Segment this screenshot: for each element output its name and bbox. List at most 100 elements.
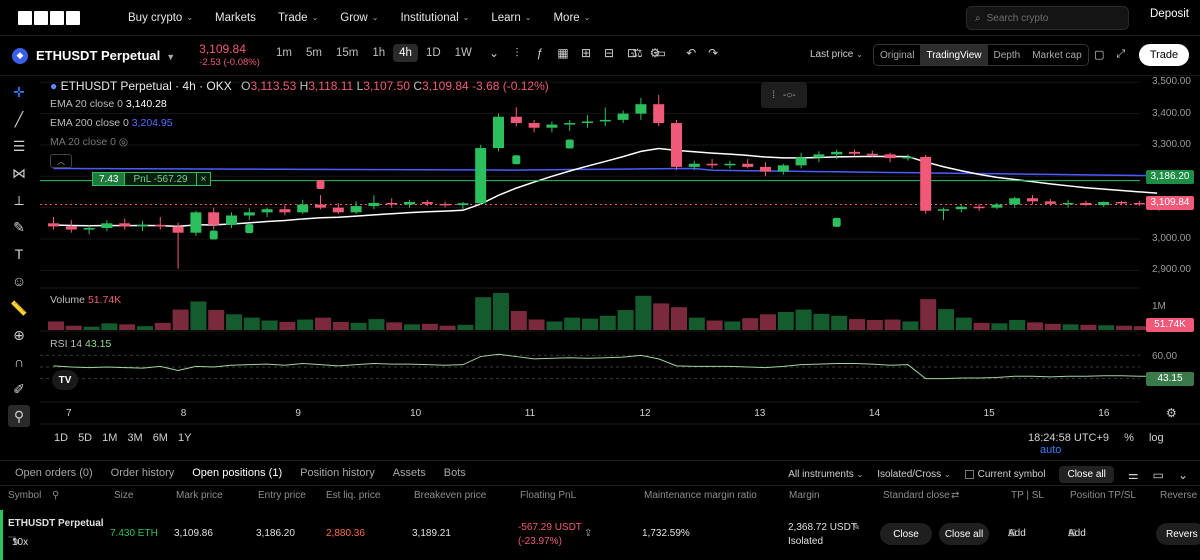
- col-mark-price[interactable]: Mark price: [176, 490, 223, 501]
- log-toggle[interactable]: log: [1148, 432, 1164, 444]
- lock-pen-icon[interactable]: ✐: [13, 380, 25, 397]
- checkbox[interactable]: [964, 469, 974, 479]
- indicators-icon[interactable]: ƒ: [536, 46, 544, 60]
- nav-item-trade[interactable]: Trade ⌄: [267, 12, 329, 24]
- chart-canvas[interactable]: [40, 76, 1200, 456]
- nav-item-institutional[interactable]: Institutional ⌄: [389, 12, 480, 24]
- text-icon[interactable]: T: [14, 246, 24, 262]
- template-icon[interactable]: ▦: [557, 46, 569, 60]
- horizontal-lines-icon[interactable]: ☰: [12, 137, 26, 154]
- current-symbol-checkbox[interactable]: Current symbol: [964, 469, 1045, 480]
- tab-order-history[interactable]: Order history: [110, 467, 175, 479]
- hidden-eye-icon[interactable]: ◎: [118, 136, 129, 148]
- reverse-button[interactable]: Revers: [1156, 523, 1200, 545]
- close-all-button[interactable]: Close all: [939, 523, 989, 545]
- axis-settings-icon[interactable]: ⚙: [1166, 406, 1177, 420]
- col-margin[interactable]: Margin: [789, 490, 820, 501]
- timeframe-1W[interactable]: 1W: [454, 47, 472, 59]
- view-original[interactable]: Original: [880, 49, 915, 61]
- col-mmr[interactable]: Maintenance margin ratio: [644, 490, 757, 501]
- filter-settings-icon[interactable]: ⚌: [1127, 467, 1139, 482]
- collapse-panel-icon[interactable]: ⌄: [1177, 467, 1188, 482]
- nav-item-learn[interactable]: Learn ⌄: [480, 12, 542, 24]
- price-chart[interactable]: ● ETHUSDT Perpetual · 4h · OKX O3,113.53…: [40, 76, 1200, 456]
- col-size[interactable]: Size: [114, 490, 134, 501]
- edit-margin-icon[interactable]: ✎: [852, 522, 861, 533]
- timeframe-5m[interactable]: 5m: [305, 47, 322, 59]
- col-position-tpsl[interactable]: Position TP/SL: [1070, 490, 1136, 501]
- tab-assets[interactable]: Assets: [392, 467, 426, 479]
- ruler-icon[interactable]: 📏: [10, 299, 28, 316]
- pin-icon[interactable]: ⚲: [52, 490, 60, 501]
- timeframe-15m[interactable]: 15m: [335, 47, 359, 59]
- row-symbol[interactable]: ETHUSDT Perpetual: [8, 518, 104, 529]
- col-standard-close[interactable]: Standard close: [883, 490, 950, 501]
- col-tpsl[interactable]: TP | SL: [1011, 490, 1044, 501]
- fullscreen-icon[interactable]: ⤢: [1116, 48, 1126, 60]
- last-price-selector[interactable]: Last price ⌄: [810, 49, 863, 60]
- close-position-button[interactable]: Close: [880, 523, 932, 545]
- drawing-handle[interactable]: ⁞ -○-: [761, 82, 807, 108]
- undo-icon[interactable]: ↶: [686, 46, 697, 60]
- nav-item-grow[interactable]: Grow ⌄: [329, 12, 389, 24]
- range-3M[interactable]: 3M: [127, 432, 143, 444]
- timeframe-1h[interactable]: 1h: [372, 47, 386, 59]
- trash-icon[interactable]: ⚲: [8, 405, 30, 427]
- chevron-down-icon[interactable]: ⌄: [488, 46, 500, 60]
- fib-icon[interactable]: ⟂: [14, 191, 24, 208]
- range-1D[interactable]: 1D: [54, 432, 69, 444]
- col-reverse[interactable]: Reverse: [1160, 490, 1198, 501]
- layout-icon[interactable]: ▭: [654, 46, 667, 60]
- close-all-positions-button[interactable]: Close all: [1059, 466, 1114, 483]
- col-breakeven[interactable]: Breakeven price: [414, 490, 487, 501]
- all-instruments-filter[interactable]: All instruments ⌄: [788, 469, 864, 480]
- share-icon[interactable]: ⇪: [584, 528, 593, 539]
- position-line-tag[interactable]: 7.43 PnL -567.29 ×: [92, 172, 212, 186]
- alert-icon[interactable]: ⊟: [603, 46, 615, 60]
- scale-icon[interactable]: ⚖: [632, 46, 643, 60]
- candle-type-icon[interactable]: ⫶: [515, 46, 519, 60]
- nav-item-markets[interactable]: Markets: [204, 12, 267, 24]
- tab-position-history[interactable]: Position history: [300, 467, 375, 479]
- range-1M[interactable]: 1M: [102, 432, 118, 444]
- collapse-legend-button[interactable]: ︿: [50, 154, 72, 168]
- view-depth[interactable]: Depth: [993, 49, 1021, 61]
- tab-open-orders-0-[interactable]: Open orders (0): [15, 467, 93, 479]
- col-symbol[interactable]: Symbol: [8, 490, 42, 501]
- col-entry-price[interactable]: Entry price: [258, 490, 306, 501]
- close-position-icon[interactable]: ×: [196, 172, 212, 186]
- okx-logo[interactable]: [18, 10, 82, 25]
- range-6M[interactable]: 6M: [152, 432, 168, 444]
- margin-mode-filter[interactable]: Isolated/Cross ⌄: [877, 469, 951, 480]
- search-input[interactable]: [986, 12, 1117, 24]
- leverage-badge[interactable]: 10x ✎: [8, 536, 28, 548]
- trend-line-icon[interactable]: ╱: [14, 110, 24, 127]
- swap-icon[interactable]: ⇄: [951, 490, 960, 501]
- nav-item-buy-crypto[interactable]: Buy crypto ⌄: [117, 12, 204, 24]
- timeframe-4h[interactable]: 4h: [393, 44, 418, 62]
- view-market-cap[interactable]: Market cap: [1032, 49, 1082, 61]
- tab-open-positions-1-[interactable]: Open positions (1): [192, 467, 283, 479]
- trade-button[interactable]: Trade: [1139, 44, 1189, 66]
- range-1Y[interactable]: 1Y: [177, 432, 192, 444]
- range-5D[interactable]: 5D: [78, 432, 93, 444]
- deposit-button[interactable]: Deposit: [1150, 8, 1189, 20]
- nav-item-more[interactable]: More ⌄: [542, 12, 601, 24]
- settings-icon[interactable]: ⚙: [649, 46, 661, 60]
- zoom-icon[interactable]: ⊕: [13, 326, 25, 343]
- search-box[interactable]: ⌕: [966, 6, 1129, 30]
- col-liq-price[interactable]: Est liq. price: [326, 490, 381, 501]
- replay-icon[interactable]: ⊡: [626, 46, 638, 60]
- timeframe-1D[interactable]: 1D: [425, 47, 441, 59]
- redo-icon[interactable]: ↷: [708, 46, 719, 60]
- compare-icon[interactable]: ⊞: [580, 46, 592, 60]
- tradingview-logo[interactable]: TV: [52, 370, 78, 390]
- instrument-selector[interactable]: ETHUSDT Perpetual ▼: [36, 48, 175, 63]
- tab-bots[interactable]: Bots: [443, 467, 466, 479]
- brush-icon[interactable]: ✎: [13, 218, 25, 235]
- edit-icon[interactable]: ✎: [12, 537, 21, 548]
- expand-panel-icon[interactable]: ▭: [1152, 467, 1164, 482]
- emoji-icon[interactable]: ☺: [11, 273, 27, 289]
- percent-toggle[interactable]: %: [1124, 432, 1134, 444]
- timeframe-1m[interactable]: 1m: [276, 47, 292, 59]
